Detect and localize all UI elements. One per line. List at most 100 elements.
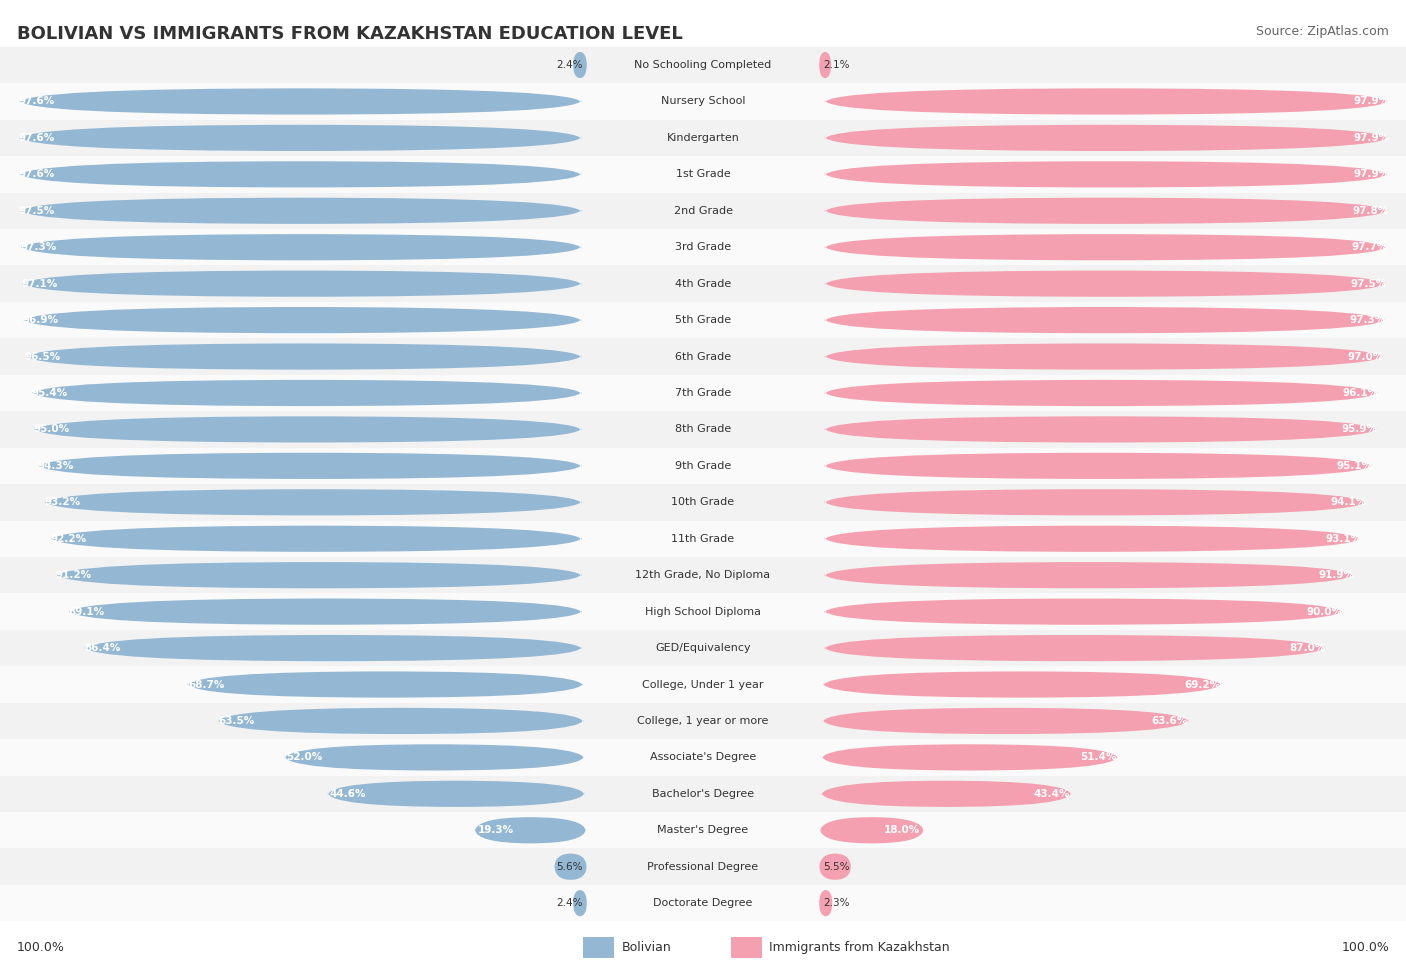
Text: 95.4%: 95.4%: [31, 388, 67, 398]
Text: 100.0%: 100.0%: [1341, 941, 1389, 955]
FancyBboxPatch shape: [51, 526, 582, 552]
Text: 97.9%: 97.9%: [1354, 133, 1389, 143]
FancyBboxPatch shape: [582, 936, 616, 959]
Text: 97.6%: 97.6%: [18, 97, 55, 106]
FancyBboxPatch shape: [730, 936, 763, 959]
FancyBboxPatch shape: [821, 781, 1071, 807]
FancyBboxPatch shape: [328, 781, 585, 807]
Text: 11th Grade: 11th Grade: [672, 533, 734, 544]
Text: 52.0%: 52.0%: [285, 753, 322, 762]
Text: 51.4%: 51.4%: [1080, 753, 1116, 762]
FancyBboxPatch shape: [825, 161, 1388, 187]
Text: Kindergarten: Kindergarten: [666, 133, 740, 143]
FancyBboxPatch shape: [820, 853, 851, 879]
Text: 97.1%: 97.1%: [21, 279, 58, 289]
FancyBboxPatch shape: [824, 562, 1353, 588]
Text: 6th Grade: 6th Grade: [675, 352, 731, 362]
FancyBboxPatch shape: [823, 744, 1118, 770]
Text: 7th Grade: 7th Grade: [675, 388, 731, 398]
Text: Professional Degree: Professional Degree: [647, 862, 759, 872]
Text: BOLIVIAN VS IMMIGRANTS FROM KAZAKHSTAN EDUCATION LEVEL: BOLIVIAN VS IMMIGRANTS FROM KAZAKHSTAN E…: [17, 25, 683, 43]
FancyBboxPatch shape: [58, 562, 582, 588]
Text: 93.1%: 93.1%: [1324, 533, 1361, 544]
FancyBboxPatch shape: [24, 307, 581, 333]
Text: 87.0%: 87.0%: [1289, 644, 1326, 653]
Text: 90.0%: 90.0%: [1308, 606, 1343, 616]
Text: 89.1%: 89.1%: [69, 606, 104, 616]
Text: 97.5%: 97.5%: [18, 206, 55, 215]
Text: 97.3%: 97.3%: [20, 242, 56, 253]
Text: 63.5%: 63.5%: [218, 716, 254, 726]
FancyBboxPatch shape: [824, 489, 1365, 516]
FancyBboxPatch shape: [825, 234, 1386, 260]
Text: 2.4%: 2.4%: [557, 898, 582, 908]
FancyBboxPatch shape: [820, 817, 924, 843]
FancyBboxPatch shape: [285, 744, 583, 770]
Text: 5.6%: 5.6%: [557, 862, 582, 872]
FancyBboxPatch shape: [20, 89, 581, 115]
Text: 95.9%: 95.9%: [1341, 424, 1378, 435]
Text: 43.4%: 43.4%: [1033, 789, 1070, 799]
FancyBboxPatch shape: [825, 270, 1385, 296]
FancyBboxPatch shape: [824, 599, 1341, 625]
FancyBboxPatch shape: [825, 416, 1376, 443]
Text: 44.6%: 44.6%: [329, 789, 366, 799]
FancyBboxPatch shape: [39, 452, 582, 479]
FancyBboxPatch shape: [45, 489, 582, 516]
FancyBboxPatch shape: [825, 198, 1388, 224]
Text: 91.9%: 91.9%: [1319, 570, 1354, 580]
Text: 12th Grade, No Diploma: 12th Grade, No Diploma: [636, 570, 770, 580]
Text: 95.1%: 95.1%: [1337, 461, 1374, 471]
FancyBboxPatch shape: [825, 125, 1388, 151]
FancyBboxPatch shape: [825, 343, 1382, 370]
Text: 92.2%: 92.2%: [51, 533, 86, 544]
FancyBboxPatch shape: [574, 52, 586, 78]
FancyBboxPatch shape: [820, 890, 832, 916]
Text: 2.1%: 2.1%: [824, 60, 849, 70]
Text: GED/Equivalency: GED/Equivalency: [655, 644, 751, 653]
Text: Doctorate Degree: Doctorate Degree: [654, 898, 752, 908]
Text: 2nd Grade: 2nd Grade: [673, 206, 733, 215]
Text: College, 1 year or more: College, 1 year or more: [637, 716, 769, 726]
Text: 2.4%: 2.4%: [557, 60, 582, 70]
FancyBboxPatch shape: [69, 599, 582, 625]
Text: 9th Grade: 9th Grade: [675, 461, 731, 471]
FancyBboxPatch shape: [20, 161, 581, 187]
Text: 100.0%: 100.0%: [17, 941, 65, 955]
FancyBboxPatch shape: [20, 125, 581, 151]
Text: 68.7%: 68.7%: [188, 680, 225, 689]
Text: 8th Grade: 8th Grade: [675, 424, 731, 435]
Text: 97.6%: 97.6%: [18, 170, 55, 179]
Text: 97.7%: 97.7%: [1353, 242, 1388, 253]
Text: 97.5%: 97.5%: [1351, 279, 1388, 289]
FancyBboxPatch shape: [32, 380, 582, 407]
Text: Master's Degree: Master's Degree: [658, 825, 748, 836]
Text: 91.2%: 91.2%: [56, 570, 91, 580]
Text: High School Diploma: High School Diploma: [645, 606, 761, 616]
Text: 1st Grade: 1st Grade: [676, 170, 730, 179]
Text: 94.3%: 94.3%: [38, 461, 75, 471]
Text: 97.9%: 97.9%: [1354, 170, 1389, 179]
Text: 69.2%: 69.2%: [1185, 680, 1220, 689]
FancyBboxPatch shape: [22, 270, 581, 296]
Text: 86.4%: 86.4%: [84, 644, 121, 653]
Text: 18.0%: 18.0%: [884, 825, 921, 836]
FancyBboxPatch shape: [823, 708, 1188, 734]
Text: Source: ZipAtlas.com: Source: ZipAtlas.com: [1256, 25, 1389, 38]
FancyBboxPatch shape: [825, 89, 1388, 115]
Text: Nursery School: Nursery School: [661, 97, 745, 106]
FancyBboxPatch shape: [554, 853, 586, 879]
FancyBboxPatch shape: [825, 307, 1385, 333]
Text: No Schooling Completed: No Schooling Completed: [634, 60, 772, 70]
FancyBboxPatch shape: [84, 635, 582, 661]
FancyBboxPatch shape: [21, 234, 581, 260]
Text: Bachelor's Degree: Bachelor's Degree: [652, 789, 754, 799]
Text: 4th Grade: 4th Grade: [675, 279, 731, 289]
Text: 96.1%: 96.1%: [1343, 388, 1379, 398]
FancyBboxPatch shape: [35, 416, 582, 443]
Text: 97.8%: 97.8%: [1353, 206, 1389, 215]
Text: 96.5%: 96.5%: [25, 352, 60, 362]
FancyBboxPatch shape: [574, 890, 586, 916]
Text: 19.3%: 19.3%: [478, 825, 515, 836]
FancyBboxPatch shape: [824, 526, 1360, 552]
